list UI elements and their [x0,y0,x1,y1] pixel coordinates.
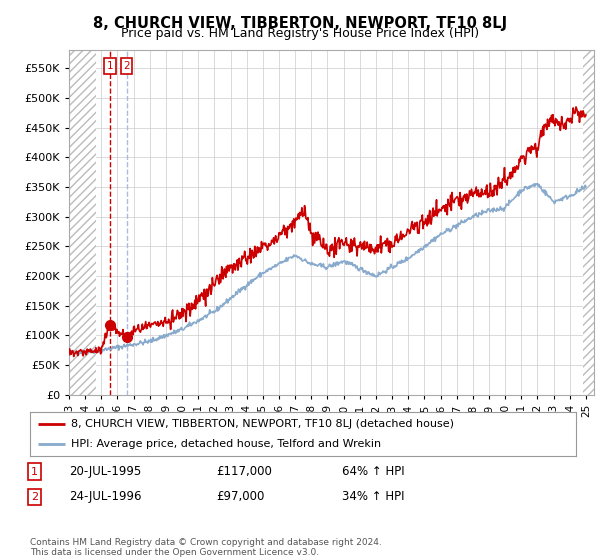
Text: 24-JUL-1996: 24-JUL-1996 [69,490,142,503]
Text: HPI: Average price, detached house, Telford and Wrekin: HPI: Average price, detached house, Telf… [71,439,381,449]
Text: 64% ↑ HPI: 64% ↑ HPI [342,465,404,478]
Text: 2: 2 [31,492,38,502]
Text: £117,000: £117,000 [216,465,272,478]
Text: 8, CHURCH VIEW, TIBBERTON, NEWPORT, TF10 8LJ (detached house): 8, CHURCH VIEW, TIBBERTON, NEWPORT, TF10… [71,419,454,429]
Text: £97,000: £97,000 [216,490,265,503]
Text: 34% ↑ HPI: 34% ↑ HPI [342,490,404,503]
Text: 1: 1 [107,61,113,71]
Text: 8, CHURCH VIEW, TIBBERTON, NEWPORT, TF10 8LJ: 8, CHURCH VIEW, TIBBERTON, NEWPORT, TF10… [93,16,507,31]
Text: 2: 2 [123,61,130,71]
Text: Price paid vs. HM Land Registry's House Price Index (HPI): Price paid vs. HM Land Registry's House … [121,27,479,40]
Text: Contains HM Land Registry data © Crown copyright and database right 2024.
This d: Contains HM Land Registry data © Crown c… [30,538,382,557]
Text: 1: 1 [31,466,38,477]
Text: 20-JUL-1995: 20-JUL-1995 [69,465,141,478]
